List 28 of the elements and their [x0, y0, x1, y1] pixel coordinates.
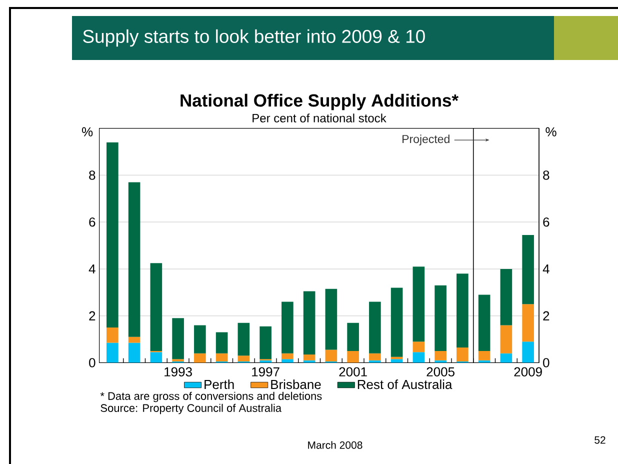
y2-axis-title: %: [546, 127, 556, 136]
y2-tick-label: 6: [543, 217, 550, 227]
legend-label: Rest of Australia: [358, 380, 452, 390]
x-tick-label: 1997: [252, 367, 280, 376]
chart-title: National Office Supply Additions*: [180, 94, 459, 110]
x-tick-label: 2001: [339, 367, 367, 376]
source-note: Source: Property Council of Australia: [100, 404, 282, 414]
y-tick-label: 2: [89, 311, 96, 320]
y-tick-label: 8: [89, 170, 96, 180]
legend-label: Brisbane: [271, 380, 321, 390]
text: * Data are gross of conversions and deletions: [100, 392, 322, 402]
chart-subtitle: Per cent of national stock: [252, 114, 386, 122]
text: 52: [594, 436, 606, 444]
y-axis-title: %: [82, 127, 93, 136]
text: March 2008: [308, 441, 362, 449]
y-tick-label: 6: [89, 217, 96, 227]
y2-tick-label: 8: [543, 170, 550, 180]
y2-tick-label: 2: [543, 311, 550, 320]
legend-label: Perth: [204, 380, 234, 390]
x-tick-label: 1993: [164, 367, 192, 376]
text: Supply starts to look better into 2009 & 10: [83, 29, 425, 47]
x-tick-label: 2009: [514, 367, 542, 376]
y2-tick-label: 4: [542, 264, 550, 274]
y-tick-label: 4: [88, 264, 96, 274]
ref-line-label: Projected: [402, 134, 450, 146]
y-tick-label: 0: [89, 358, 96, 368]
x-tick-label: 2005: [426, 367, 454, 376]
y2-tick-label: 0: [543, 358, 550, 368]
